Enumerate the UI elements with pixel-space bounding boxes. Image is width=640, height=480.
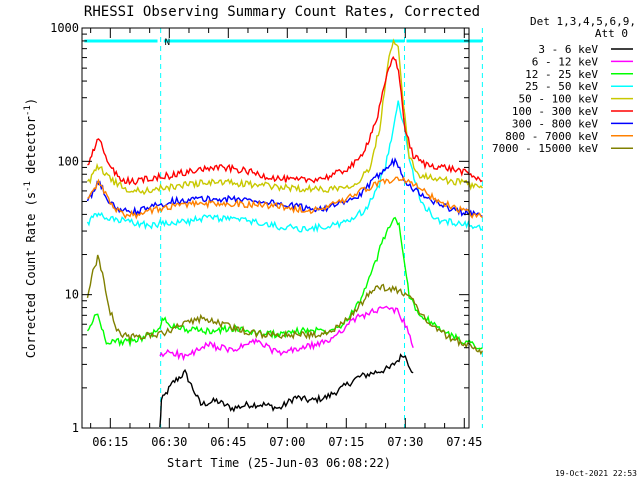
legend-label: 3 - 6 keV bbox=[538, 43, 598, 56]
y-tick-label: 100 bbox=[57, 154, 79, 168]
x-tick-label: 07:00 bbox=[269, 435, 305, 449]
x-tick-label: 06:30 bbox=[151, 435, 187, 449]
timestamp: 19-Oct-2021 22:53 bbox=[555, 469, 637, 478]
x-tick-labels: 06:15 06:30 06:45 07:00 07:15 07:30 07:45 bbox=[92, 435, 482, 449]
legend-label: 12 - 25 keV bbox=[525, 68, 598, 81]
series-line-8 bbox=[86, 254, 484, 356]
series-lines bbox=[86, 38, 484, 428]
x-tick-label: 06:45 bbox=[210, 435, 246, 449]
flag-markers: N bbox=[84, 28, 483, 428]
legend-label: 800 - 7000 keV bbox=[505, 130, 598, 143]
legend-label: 6 - 12 keV bbox=[532, 55, 599, 68]
legend-header-1: Det 1,3,4,5,6,9, bbox=[530, 15, 636, 28]
flag-label: N bbox=[165, 38, 170, 48]
legend-label: 7000 - 15000 keV bbox=[492, 142, 598, 155]
series-line-3 bbox=[86, 100, 483, 234]
y-axis-label: Corrected Count Rate (s-1 detector-1) bbox=[23, 98, 38, 358]
series-line-4 bbox=[86, 38, 483, 196]
series-line-1 bbox=[159, 305, 414, 362]
legend-label: 25 - 50 keV bbox=[525, 80, 598, 93]
x-tick-label: 07:45 bbox=[446, 435, 482, 449]
y-axis-label-sup1: -1 bbox=[23, 181, 33, 192]
series-line-2 bbox=[86, 216, 483, 350]
legend-label: 100 - 300 keV bbox=[512, 105, 598, 118]
legend-header-2: Att 0 bbox=[595, 27, 628, 40]
x-axis-label: Start Time (25-Jun-03 06:08:22) bbox=[167, 456, 391, 470]
y-tick-labels: 1 10 100 1000 bbox=[50, 21, 79, 435]
legend-label: 50 - 100 keV bbox=[519, 93, 599, 106]
axis-ticks bbox=[82, 27, 469, 429]
chart-title: RHESSI Observing Summary Count Rates, Co… bbox=[84, 4, 480, 20]
y-axis-label-end: ) bbox=[24, 98, 38, 105]
legend-label: 300 - 800 keV bbox=[512, 117, 598, 130]
x-tick-label: 07:15 bbox=[328, 435, 364, 449]
x-tick-label: 07:30 bbox=[387, 435, 423, 449]
x-tick-label: 06:15 bbox=[92, 435, 128, 449]
series-line-7 bbox=[87, 176, 483, 220]
y-tick-label: 1 bbox=[72, 421, 79, 435]
series-line-0 bbox=[159, 353, 414, 428]
y-axis-label-mid: detector bbox=[24, 116, 38, 181]
y-axis-label-main: Corrected Count Rate (s bbox=[24, 192, 38, 358]
y-tick-label: 1000 bbox=[50, 21, 79, 35]
plot-frame bbox=[81, 27, 470, 429]
series-line-5 bbox=[87, 55, 483, 186]
y-axis-label-sup2: -1 bbox=[23, 105, 33, 116]
y-tick-label: 10 bbox=[65, 288, 79, 302]
